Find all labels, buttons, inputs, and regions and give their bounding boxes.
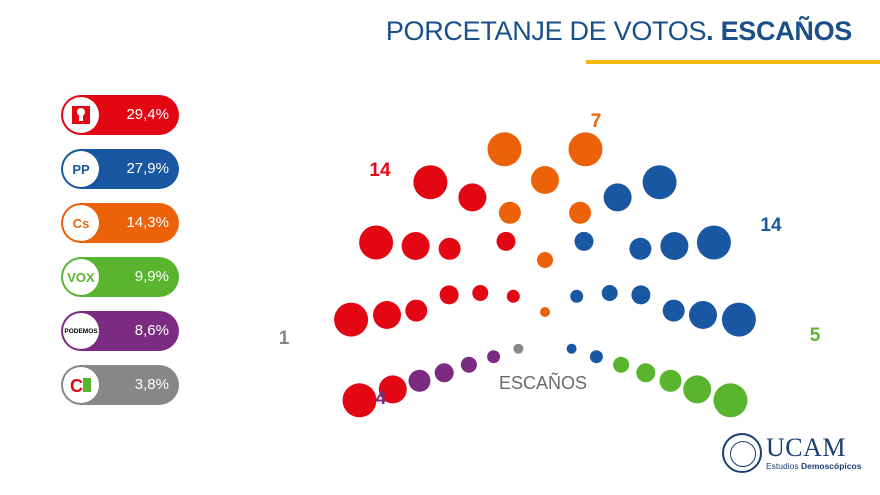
seat-count-label: 14 — [760, 215, 782, 236]
seat-dot — [458, 183, 487, 212]
podemos-logo-icon: PODEMOS — [63, 313, 99, 349]
cambiar-logo-icon: C — [63, 367, 99, 403]
seat-dot — [613, 356, 630, 373]
chart-center-label: ESCAÑOS — [499, 372, 587, 393]
seat-dot — [631, 285, 651, 305]
seat-dot — [683, 375, 712, 404]
seat-dot — [472, 285, 489, 301]
party-logo-text: Cs — [72, 215, 90, 231]
party-pill-vox: VOX 9,9% — [61, 257, 179, 297]
party-vote-list: 29,4% PP 27,9% Cs 14,3% VOX 9,9% PODEMOS 8,6% C 3,… — [61, 95, 179, 419]
seat-dot — [401, 232, 430, 260]
seat-dot — [659, 369, 682, 392]
seat-count-label: 14 — [369, 160, 391, 181]
page-title: PORCETANJE DE VOTOS. ESCAÑOS — [386, 16, 852, 47]
seat-dot — [570, 289, 584, 303]
seat-dot — [408, 369, 431, 392]
seat-count-label: 4 — [376, 388, 387, 409]
seat-dot — [636, 363, 656, 383]
seat-dot — [413, 165, 448, 200]
party-pill-podemos: PODEMOS 8,6% — [61, 311, 179, 351]
psoe-rose-icon — [63, 97, 99, 133]
party-pill-pp: PP 27,9% — [61, 149, 179, 189]
party-vote-pct: 27,9% — [126, 160, 169, 177]
seat-dot — [334, 302, 369, 337]
seat-dot — [438, 237, 461, 260]
seat-dot — [601, 285, 618, 301]
seat-dot — [506, 289, 520, 303]
brand-sub-bold: Demoscópicos — [800, 461, 862, 471]
seat-dot — [513, 343, 524, 354]
party-vote-pct: 14,3% — [126, 214, 169, 231]
seat-dot — [531, 166, 559, 194]
seat-dot — [359, 225, 394, 260]
seat-dot — [568, 132, 603, 167]
seat-dot — [342, 383, 377, 418]
party-pill-other: C 3,8% — [61, 365, 179, 405]
seat-count-label: 1 — [279, 328, 290, 349]
seat-dot — [642, 165, 677, 200]
party-vote-pct: 3,8% — [134, 376, 169, 393]
pp-logo-icon: PP — [63, 151, 99, 187]
seat-dot — [540, 307, 550, 317]
title-underline — [586, 60, 880, 64]
seat-dot — [378, 375, 407, 404]
party-vote-pct: 29,4% — [126, 106, 169, 123]
seat-dot — [574, 231, 594, 251]
seat-dot — [487, 350, 501, 364]
seat-dot — [589, 350, 603, 364]
party-pill-cs: Cs 14,3% — [61, 203, 179, 243]
party-vote-pct: 8,6% — [134, 322, 169, 339]
seat-dot — [603, 183, 632, 212]
vox-logo-icon: VOX — [63, 259, 99, 295]
title-bold: . ESCAÑOS — [706, 16, 852, 46]
party-logo-text: PODEMOS — [64, 327, 98, 335]
seat-dot — [721, 302, 756, 337]
seat-dot — [373, 301, 401, 329]
seat-dot — [629, 237, 652, 260]
seat-dot — [496, 231, 516, 251]
seat-count-label: 5 — [810, 325, 821, 346]
seat-dot — [662, 299, 685, 322]
ucam-logo: UCAM Estudios Demoscópicos — [722, 433, 872, 481]
svg-text:C: C — [70, 376, 83, 396]
party-logo-text: VOX — [67, 269, 95, 285]
seat-dot — [460, 356, 477, 373]
seat-dot — [660, 232, 689, 260]
seat-dot — [696, 225, 731, 260]
party-vote-pct: 9,9% — [134, 268, 169, 285]
cs-logo-icon: Cs — [63, 205, 99, 241]
brand-sub-regular: Estudios — [766, 461, 801, 471]
seat-dot — [498, 201, 521, 224]
party-pill-psoe: 29,4% — [61, 95, 179, 135]
ucam-seal-icon — [722, 433, 762, 473]
seat-dot — [537, 252, 553, 268]
seat-dot — [439, 285, 459, 305]
seat-count-label: 7 — [591, 111, 602, 132]
seat-dot — [487, 132, 522, 167]
seat-dot — [713, 383, 748, 418]
seat-dot — [405, 299, 428, 322]
brand-subtitle: Estudios Demoscópicos — [766, 461, 861, 471]
seat-dot — [689, 301, 717, 329]
seat-dot — [566, 343, 577, 354]
seat-dot — [434, 363, 454, 383]
title-light: PORCETANJE DE VOTOS — [385, 16, 707, 46]
brand-name: UCAM — [766, 433, 847, 462]
seat-dot — [569, 201, 592, 224]
party-logo-text: PP — [72, 161, 90, 177]
